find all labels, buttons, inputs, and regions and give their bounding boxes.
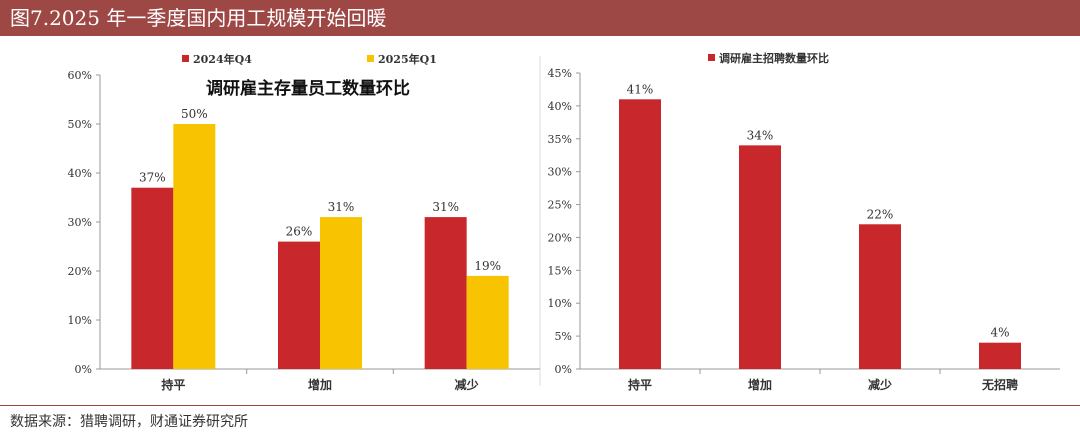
y-tick-label: 0% (75, 363, 92, 376)
legend-label: 2025年Q1 (378, 52, 437, 66)
data-label: 22% (867, 207, 894, 221)
y-tick-label: 40% (548, 100, 572, 113)
x-tick-label: 增加 (748, 377, 772, 392)
data-label: 31% (432, 200, 459, 214)
chart-right: 0% 5% 10% 15% 20% 25% 30% 35% 40% 45% 持平 41% 增加 34% 减少… (548, 51, 1060, 392)
y-tick-label: 40% (68, 167, 92, 180)
data-label: 50% (181, 107, 208, 121)
y-tick-label: 0% (555, 363, 572, 376)
legend-label: 2024年Q4 (193, 52, 252, 66)
y-tick-label: 20% (68, 265, 92, 278)
footer-rule (0, 405, 1080, 406)
data-label: 19% (474, 259, 501, 273)
charts-area: 0% 10% 20% 30% 40% 50% 60% 持平 37% 50% 增加 26% 31% 减少 31… (68, 51, 1060, 392)
y-tick-label: 45% (548, 67, 572, 80)
legend-swatch (708, 54, 715, 61)
bar (320, 217, 362, 369)
bar (739, 145, 781, 369)
bar (619, 99, 661, 370)
data-label: 26% (286, 225, 313, 239)
figure-title: 图7.2025 年一季度国内用工规模开始回暖 (10, 6, 387, 30)
data-label: 4% (990, 326, 1009, 340)
chart-left: 0% 10% 20% 30% 40% 50% 60% 持平 37% 50% 增加 26% 31% 减少 31… (68, 52, 540, 392)
data-label: 37% (139, 171, 166, 185)
bar (424, 217, 467, 369)
figure-header: 图7.2025 年一季度国内用工规模开始回暖 (0, 0, 1080, 36)
y-tick-label: 15% (548, 264, 572, 277)
data-label: 34% (747, 128, 774, 142)
x-tick-label: 减少 (455, 377, 479, 392)
chart-title: 调研雇主存量员工数量环比 (206, 78, 410, 99)
y-tick-label: 10% (548, 297, 572, 310)
x-tick-label: 无招聘 (981, 377, 1018, 392)
bar (466, 275, 509, 369)
x-tick-label: 持平 (628, 377, 652, 392)
y-tick-label: 50% (68, 118, 92, 131)
legend-swatch (367, 55, 374, 62)
bar (859, 224, 901, 369)
legend-label: 调研雇主招聘数量环比 (719, 51, 829, 65)
y-tick-label: 20% (548, 231, 572, 244)
bar (278, 241, 320, 369)
bar (131, 187, 174, 369)
x-tick-label: 增加 (308, 377, 332, 392)
y-tick-label: 30% (68, 216, 92, 229)
bar (979, 342, 1021, 369)
y-tick-label: 35% (548, 133, 572, 146)
data-label: 31% (328, 200, 355, 214)
x-tick-label: 减少 (868, 377, 892, 392)
bar (173, 124, 216, 369)
y-tick-label: 60% (68, 69, 92, 82)
source-note: 数据来源：猎聘调研，财通证券研究所 (10, 414, 248, 430)
y-tick-label: 30% (548, 166, 572, 179)
legend-swatch (182, 55, 189, 62)
y-tick-label: 25% (548, 199, 572, 212)
y-tick-label: 10% (68, 314, 92, 327)
y-tick-label: 5% (555, 330, 572, 343)
data-label: 41% (627, 82, 654, 96)
x-tick-label: 持平 (161, 377, 185, 392)
